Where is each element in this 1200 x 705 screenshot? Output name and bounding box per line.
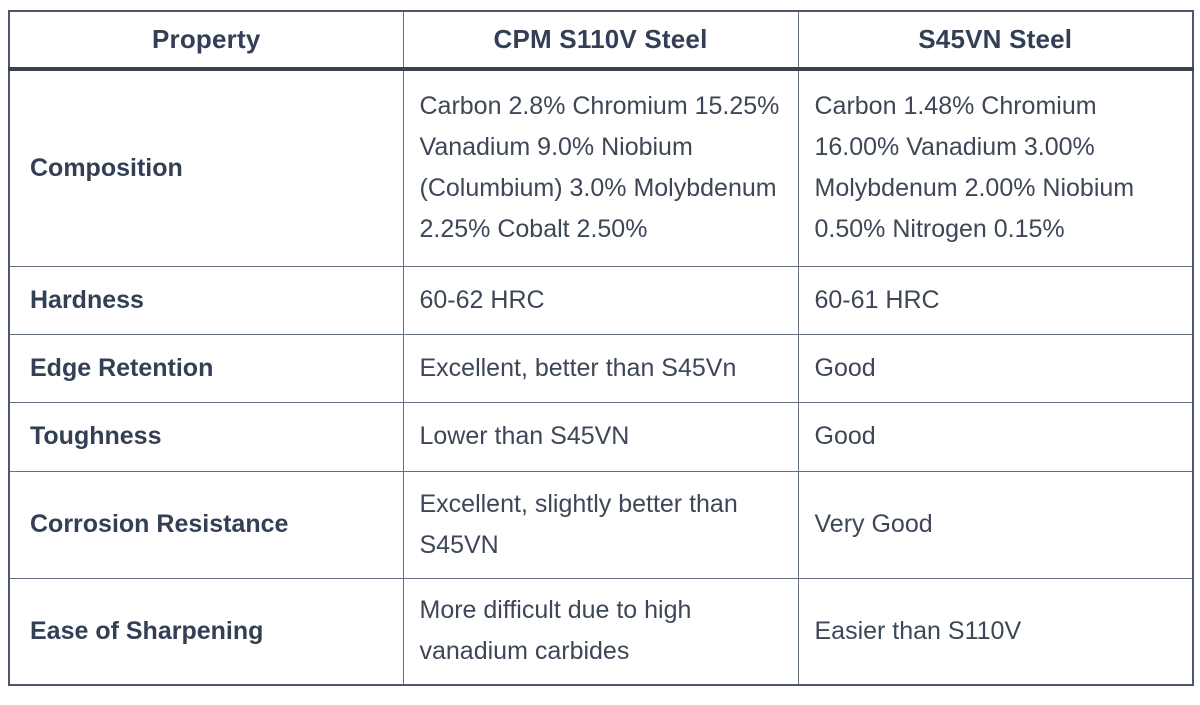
table-row-corrosion-resistance: Corrosion Resistance Excellent, slightly…: [8, 470, 1194, 579]
cell-ease-of-sharpening-s45vn: Easier than S110V: [797, 577, 1194, 686]
cell-toughness-s110v: Lower than S45VN: [402, 401, 799, 472]
cell-corrosion-resistance-s45vn: Very Good: [797, 470, 1194, 579]
row-label-ease-of-sharpening: Ease of Sharpening: [8, 577, 404, 686]
cell-composition-s110v: Carbon 2.8% Chromium 15.25% Vanadium 9.0…: [402, 68, 799, 267]
header-cpm-s110v: CPM S110V Steel: [402, 10, 799, 71]
row-label-toughness: Toughness: [8, 401, 404, 472]
cell-composition-s45vn: Carbon 1.48% Chromium 16.00% Vanadium 3.…: [797, 68, 1194, 267]
table-row-composition: Composition Carbon 2.8% Chromium 15.25% …: [8, 68, 1194, 267]
cell-hardness-s45vn: 60-61 HRC: [797, 265, 1194, 335]
steel-comparison-container: Property CPM S110V Steel S45VN Steel Com…: [8, 10, 1194, 686]
header-s45vn: S45VN Steel: [797, 10, 1194, 71]
cell-edge-retention-s45vn: Good: [797, 333, 1194, 403]
cell-edge-retention-s110v: Excellent, better than S45Vn: [402, 333, 799, 403]
header-property: Property: [8, 10, 404, 71]
table-row-edge-retention: Edge Retention Excellent, better than S4…: [8, 333, 1194, 403]
steel-comparison-table: Property CPM S110V Steel S45VN Steel Com…: [8, 10, 1194, 686]
header-row: Property CPM S110V Steel S45VN Steel: [8, 10, 1194, 71]
table-row-toughness: Toughness Lower than S45VN Good: [8, 401, 1194, 472]
row-label-composition: Composition: [8, 68, 404, 267]
row-label-hardness: Hardness: [8, 265, 404, 335]
cell-corrosion-resistance-s110v: Excellent, slightly better than S45VN: [402, 470, 799, 579]
cell-toughness-s45vn: Good: [797, 401, 1194, 472]
row-label-edge-retention: Edge Retention: [8, 333, 404, 403]
cell-ease-of-sharpening-s110v: More difficult due to high vanadium carb…: [402, 577, 799, 686]
row-label-corrosion-resistance: Corrosion Resistance: [8, 470, 404, 579]
table-row-ease-of-sharpening: Ease of Sharpening More difficult due to…: [8, 577, 1194, 686]
table-row-hardness: Hardness 60-62 HRC 60-61 HRC: [8, 265, 1194, 335]
cell-hardness-s110v: 60-62 HRC: [402, 265, 799, 335]
